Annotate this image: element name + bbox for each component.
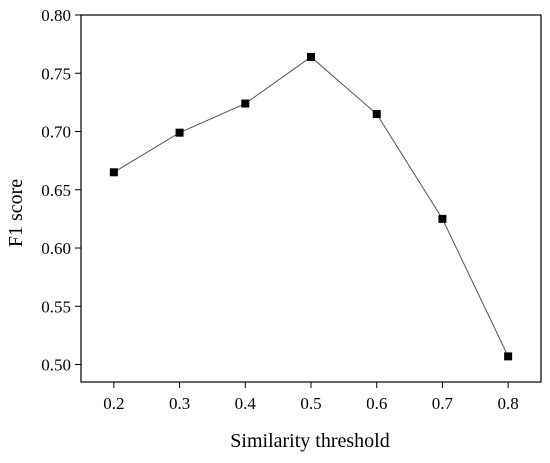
data-point <box>438 214 447 223</box>
x-tick-label: 0.2 <box>103 394 124 413</box>
y-tick-label: 0.60 <box>41 239 71 258</box>
x-tick-label: 0.3 <box>169 394 190 413</box>
data-point <box>504 352 513 361</box>
x-axis-title: Similarity threshold <box>230 430 389 452</box>
y-tick-label: 0.75 <box>41 64 71 83</box>
series-line <box>113 56 509 357</box>
data-point <box>372 110 381 119</box>
x-tick-label: 0.6 <box>366 394 387 413</box>
data-point <box>307 52 315 61</box>
y-tick-label: 0.50 <box>41 356 71 375</box>
y-tick-label: 0.70 <box>41 123 71 142</box>
y-tick-label: 0.65 <box>41 181 71 200</box>
x-tick-label: 0.4 <box>235 394 257 413</box>
data-point <box>109 168 118 177</box>
y-tick-label: 0.80 <box>41 6 71 25</box>
data-point <box>241 99 250 108</box>
data-point <box>175 128 184 137</box>
plot-area: 0.2 0.3 0.4 0.5 0.6 0.7 0.8 0.50 0.55 0.60 0.65 0.7… <box>41 6 542 413</box>
y-axis-title: F1 score <box>5 179 27 247</box>
x-tick-label: 0.5 <box>300 394 321 413</box>
y-tick-label: 0.55 <box>41 297 71 316</box>
plot-frame <box>80 14 542 383</box>
x-tick-label: 0.8 <box>498 394 519 413</box>
x-tick-label: 0.7 <box>432 394 454 413</box>
